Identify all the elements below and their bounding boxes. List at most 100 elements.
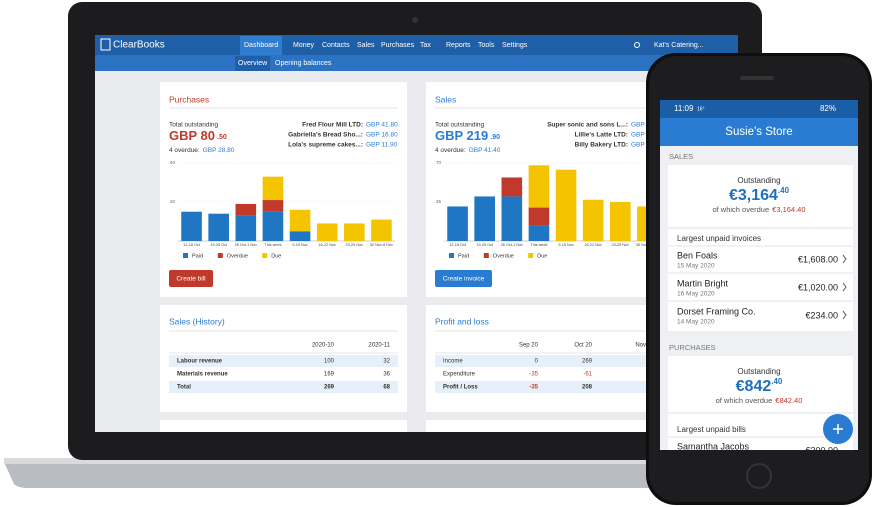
x-tick-label: 9-15 Nov <box>292 243 308 247</box>
top-amount: GBP <box>631 122 645 129</box>
bar-segment <box>289 209 311 232</box>
item-name: Dorset Framing Co. <box>677 306 756 316</box>
overdue-label: of which overdue <box>716 396 773 405</box>
nav-item[interactable]: Reports <box>446 42 471 49</box>
card <box>160 82 407 297</box>
item-amount: €1,020.00 <box>798 282 838 292</box>
row-bg <box>435 381 664 393</box>
overdue-amount: GBP 28.80 <box>203 147 235 154</box>
x-tick-label: 9-15 Nov <box>558 243 574 247</box>
overdue: 4 overdue: GBP 28.80 <box>169 147 235 154</box>
row-bg <box>435 355 664 367</box>
x-tick-label: 26 Oct-1 Nov <box>501 243 523 247</box>
subnav-item[interactable]: Opening balances <box>275 60 332 67</box>
legend-label: Paid <box>192 253 203 259</box>
summary-card <box>668 356 853 412</box>
cell: 169 <box>324 372 335 378</box>
x-tick-label: 16-22 Nov <box>318 243 336 247</box>
nav-item[interactable]: Dashboard <box>244 42 278 49</box>
section-label: PURCHASES <box>669 343 716 352</box>
x-tick-label: 26 Oct-1 Nov <box>235 243 257 247</box>
y-tick-label: 20 <box>170 199 176 204</box>
overdue-label: 4 overdue: <box>169 147 200 154</box>
list-title: Largest unpaid invoices <box>677 234 761 243</box>
x-tick-label: 23-29 Nov <box>612 243 630 247</box>
card-title: Profit and loss <box>435 316 489 326</box>
x-tick-label: 12-18 Oct <box>449 243 467 247</box>
row-label: Materials revenue <box>177 372 228 378</box>
logo: ClearBooks <box>113 40 165 51</box>
bar-segment <box>528 225 550 241</box>
camera <box>412 17 418 23</box>
bar-segment <box>262 176 284 201</box>
legend-swatch <box>528 253 534 258</box>
overdue-amount: GBP 41.40 <box>469 147 501 154</box>
nav-item[interactable]: Tools <box>478 42 495 49</box>
card-title: Purchases <box>169 94 209 104</box>
overdue-amount: €842.40 <box>775 396 802 405</box>
speaker <box>740 76 774 80</box>
summary-card <box>668 165 853 227</box>
nav-item[interactable]: Sales <box>357 42 375 49</box>
nav-item[interactable]: Settings <box>502 42 528 49</box>
status-battery: 82% <box>820 104 836 113</box>
cell: -61 <box>583 372 592 378</box>
top-name: Fred Flour Mill LTD: <box>302 122 363 129</box>
row-label: Profit / Loss <box>443 385 478 391</box>
bar-segment <box>501 177 523 197</box>
laptop-screen: ClearBooks Dashboard Money Contacts Sales Pur… <box>95 35 738 432</box>
nav-item[interactable]: Money <box>293 42 315 49</box>
top-amount: GBP 41.80 <box>366 122 398 129</box>
total-pence: .50 <box>217 134 227 141</box>
status-bar <box>660 100 858 118</box>
cell: 269 <box>582 359 593 365</box>
item-amount: €200.00 <box>805 445 838 455</box>
laptop-hinge <box>4 458 760 464</box>
outstanding-amount: €3,164.40 <box>729 186 790 204</box>
cell: 208 <box>582 385 593 391</box>
total-label: Total outstanding <box>169 122 219 129</box>
legend-swatch <box>217 253 223 258</box>
x-tick-label: 19-25 Oct <box>476 243 494 247</box>
nav-item[interactable]: Contacts <box>322 42 350 49</box>
bar-segment <box>582 199 604 241</box>
bar-segment <box>371 219 392 241</box>
legend-swatch <box>262 253 268 258</box>
overdue-amount: €3,164.40 <box>772 205 805 214</box>
nav-item[interactable]: Purchases <box>381 42 415 49</box>
item-date: 15 May 2020 <box>677 263 715 270</box>
nav-bar <box>95 35 738 55</box>
status-time: 11:09 <box>674 104 694 113</box>
y-tick-label: 35 <box>436 199 442 204</box>
cell: 32 <box>383 359 390 365</box>
store-title: Susie's Store <box>725 126 792 138</box>
outstanding-label: Outstanding <box>737 367 780 376</box>
total-main: GBP 80 <box>169 128 215 143</box>
subnav-item[interactable]: Overview <box>238 60 268 67</box>
top-name: Gabriella's Bread Sho...: <box>288 132 363 139</box>
amount-cents: .40 <box>778 186 790 195</box>
row-bg <box>169 368 398 380</box>
top-name: Lillie's Latte LTD: <box>575 132 628 139</box>
list-card <box>668 414 853 450</box>
legend-swatch <box>183 253 188 258</box>
section-label: SALES <box>669 152 693 161</box>
overdue-line: of which overdue €3,164.40 <box>712 205 805 214</box>
overdue-line: of which overdue €842.40 <box>716 396 803 405</box>
item-amount: €234.00 <box>805 310 838 320</box>
bar-segment <box>208 213 229 241</box>
home-button <box>746 463 772 489</box>
button[interactable] <box>169 270 213 287</box>
row-label: Expenditure <box>443 372 476 378</box>
total-label: Total outstanding <box>435 122 485 129</box>
nav-item[interactable]: Tax <box>420 42 431 49</box>
button[interactable] <box>435 270 492 287</box>
amount-main: €842 <box>736 378 772 395</box>
column-header: Oct 20 <box>574 343 592 349</box>
cell: -35 <box>529 385 538 391</box>
bar-segment <box>181 211 202 241</box>
logo-icon <box>100 38 111 51</box>
top-name: Super sonic and sons L...: <box>547 122 628 129</box>
outstanding-label: Outstanding <box>737 176 780 185</box>
item-date: 16 May 2020 <box>677 291 715 298</box>
